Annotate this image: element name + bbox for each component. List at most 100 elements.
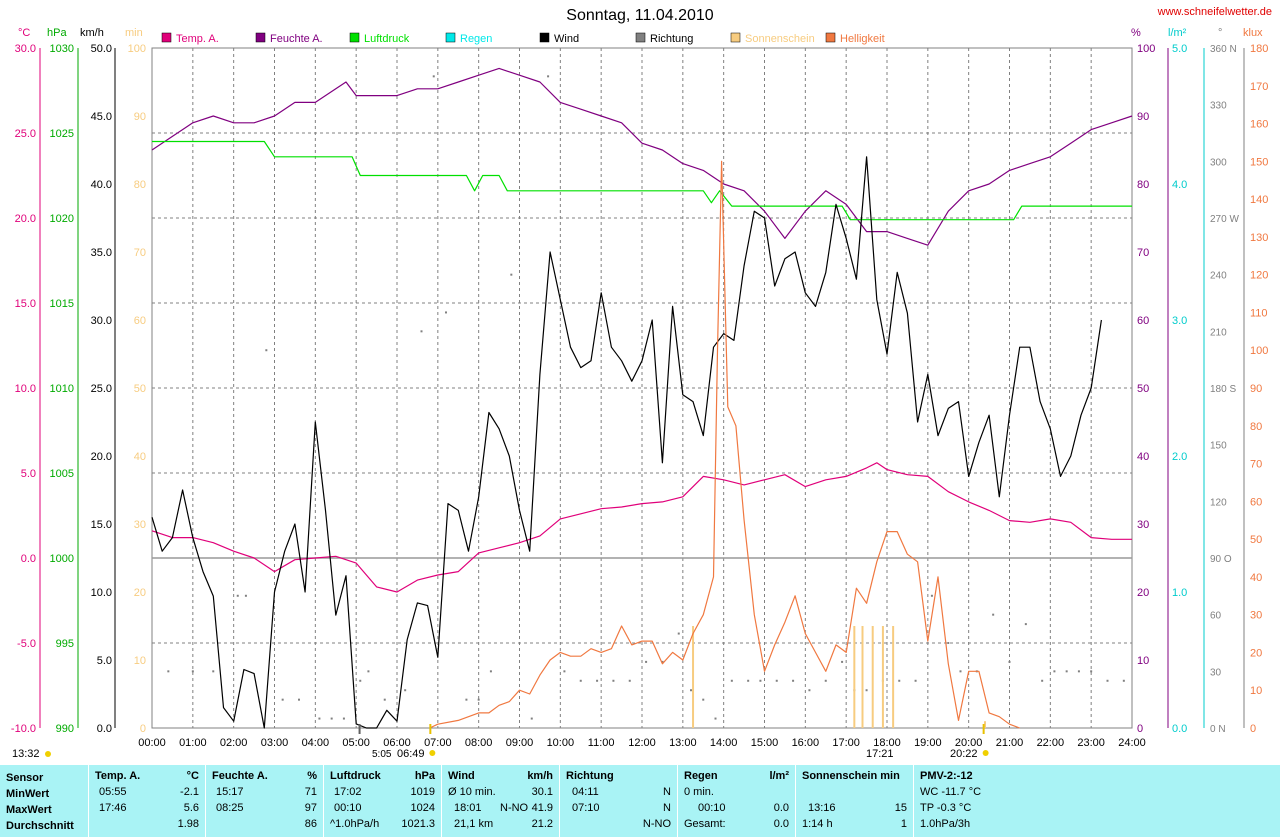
stats-col-rain: Regen l/m² 0 min. 00:10 0.0 Gesamt: 0.0 bbox=[678, 765, 796, 837]
series-helligkeit-line bbox=[429, 160, 1020, 729]
sunrise-marker-icon bbox=[429, 750, 436, 756]
stats-rain-total-label: Gesamt: bbox=[684, 818, 726, 830]
wind-tick: 10.0 bbox=[91, 587, 112, 599]
humidity-tick: 60 bbox=[1137, 315, 1149, 327]
humidity-tick: 80 bbox=[1137, 179, 1149, 191]
series-richtung-point bbox=[265, 349, 268, 352]
time-tick: 11:00 bbox=[588, 737, 615, 749]
stats-rain-duration: 0 min. bbox=[684, 786, 714, 798]
stats-header-temp-unit: °C bbox=[186, 770, 199, 782]
series-richtung-point bbox=[281, 698, 284, 701]
legend-label: Wind bbox=[554, 33, 579, 45]
direction-tick: 60 bbox=[1210, 611, 1222, 622]
temp-tick: -10.0 bbox=[11, 723, 36, 735]
series-richtung-point bbox=[212, 670, 215, 673]
current-time-label: 13:32 bbox=[12, 748, 40, 760]
wind-unit-label: km/h bbox=[80, 27, 104, 39]
humidity-tick: 100 bbox=[1137, 43, 1155, 55]
stats-dir-max: N bbox=[663, 802, 671, 814]
series-richtung-point bbox=[959, 670, 962, 673]
series-richtung-point bbox=[930, 594, 933, 597]
temp-tick: 20.0 bbox=[15, 213, 36, 225]
series-richtung-point bbox=[1008, 660, 1011, 663]
pressure-tick: 1030 bbox=[50, 43, 74, 55]
website-link[interactable]: www.schneifelwetter.de bbox=[1157, 6, 1272, 18]
wind-tick: 15.0 bbox=[91, 519, 112, 531]
legend-swatch bbox=[255, 32, 266, 43]
series-richtung-point bbox=[992, 613, 995, 616]
axes: 30.025.020.015.010.05.00.0-5.0-10.010301… bbox=[11, 43, 1268, 749]
time-tick: 07:00 bbox=[424, 737, 452, 749]
stats-hum-max-time: 08:25 bbox=[216, 802, 244, 814]
stats-temp-min: -2.1 bbox=[180, 786, 199, 798]
time-tick: 05:00 bbox=[342, 737, 370, 749]
sunset-label: 20:22 bbox=[950, 748, 978, 760]
legend-swatch bbox=[445, 32, 456, 43]
series-richtung-point bbox=[792, 679, 795, 682]
series-richtung-point bbox=[1053, 670, 1056, 673]
stats-pressure-trend: 1.0hPa/3h bbox=[920, 818, 971, 830]
sunmin-tick: 100 bbox=[128, 43, 146, 55]
humidity-tick: 20 bbox=[1137, 587, 1149, 599]
time-tick: 23:00 bbox=[1077, 737, 1105, 749]
legend-label: Temp. A. bbox=[176, 33, 219, 45]
series-richtung-point bbox=[661, 660, 664, 663]
legend-label: Regen bbox=[460, 33, 492, 45]
rain-tick: 0.0 bbox=[1172, 723, 1187, 735]
series-richtung-point bbox=[1065, 670, 1068, 673]
series-richtung-point bbox=[808, 689, 811, 692]
direction-tick: 330 bbox=[1210, 101, 1227, 112]
series-richtung-point bbox=[645, 660, 648, 663]
stats-hum-min: 71 bbox=[304, 786, 317, 798]
series-richtung-point bbox=[167, 670, 170, 673]
pressure-tick: 1005 bbox=[50, 468, 74, 480]
series-sonnenschein-bar bbox=[881, 626, 884, 728]
series-richtung-point bbox=[298, 698, 300, 701]
legend-swatch bbox=[635, 32, 646, 43]
legend-swatch bbox=[825, 32, 836, 43]
stats-header-rain: Regen bbox=[684, 770, 718, 782]
direction-tick: 240 bbox=[1210, 271, 1227, 282]
stats-hum-min-time: 15:17 bbox=[216, 786, 244, 798]
series-richtung-point bbox=[841, 660, 844, 663]
stats-press-min: 1019 bbox=[410, 786, 435, 798]
stats-sun-duration: 1:14 h bbox=[802, 818, 833, 830]
humidity-tick: 90 bbox=[1137, 111, 1149, 123]
current-sun-icon bbox=[45, 751, 51, 757]
stats-wind-avg: 21.2 bbox=[531, 818, 553, 830]
stats-sun-max-time: 13:16 bbox=[808, 802, 836, 814]
time-tick: 21:00 bbox=[996, 737, 1024, 749]
direction-unit-label: ° bbox=[1218, 27, 1222, 39]
stats-col-humidity: Feuchte A. % 15:17 71 08:25 97 86 bbox=[206, 765, 324, 837]
time-tick: 17:00 bbox=[832, 737, 860, 749]
sunmin-tick: 20 bbox=[134, 587, 146, 599]
stats-col-sunshine: Sonnenschein min 13:16 15 1:14 h 1 bbox=[796, 765, 914, 837]
legend-label: Luftdruck bbox=[364, 33, 410, 45]
time-tick: 03:00 bbox=[261, 737, 289, 749]
direction-tick: 0 N bbox=[1210, 724, 1226, 735]
direction-tick: 150 bbox=[1210, 441, 1227, 452]
stats-header-sun: Sonnenschein min bbox=[802, 770, 900, 782]
temp-tick: 25.0 bbox=[15, 128, 36, 140]
stats-header-wind: Wind bbox=[448, 770, 475, 782]
rain-tick: 1.0 bbox=[1172, 587, 1187, 599]
stats-dir-avg: N-NO bbox=[642, 818, 671, 830]
stats-press-trend: ^1.0hPa/h bbox=[330, 818, 380, 830]
wind-tick: 35.0 bbox=[91, 247, 112, 259]
series-richtung-point bbox=[628, 679, 631, 682]
legend-swatch bbox=[161, 32, 172, 43]
stats-press-max: 1024 bbox=[410, 802, 435, 814]
legend-label: Feuchte A. bbox=[270, 33, 323, 45]
series-richtung-point bbox=[690, 689, 692, 692]
time-tick: 15:00 bbox=[751, 737, 779, 749]
rain-tick: 3.0 bbox=[1172, 315, 1187, 327]
series-sonnenschein-bar bbox=[692, 626, 695, 728]
stats-label-max: MaxWert bbox=[6, 804, 52, 816]
wind-tick: 50.0 bbox=[91, 43, 112, 55]
chart-title: Sonntag, 11.04.2010 bbox=[566, 7, 713, 24]
stats-header-press: Luftdruck bbox=[330, 770, 381, 782]
lux-tick: 50 bbox=[1250, 534, 1262, 546]
series-richtung-point bbox=[1122, 679, 1125, 682]
stats-wind-max-time: 18:01 bbox=[454, 802, 482, 814]
wind-tick: 0.0 bbox=[97, 723, 112, 735]
